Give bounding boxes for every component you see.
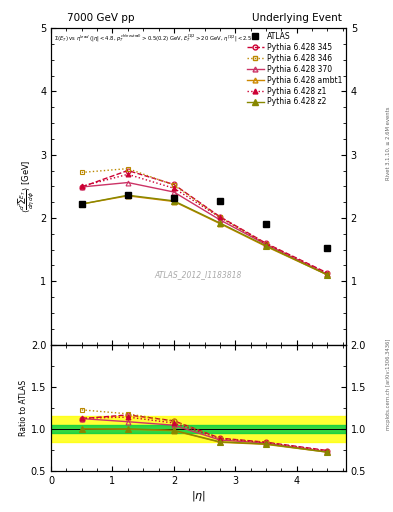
- Legend: ATLAS, Pythia 6.428 345, Pythia 6.428 346, Pythia 6.428 370, Pythia 6.428 ambt1,: ATLAS, Pythia 6.428 345, Pythia 6.428 34…: [245, 30, 343, 108]
- Text: $\Sigma(E_T)$ vs $\eta^{lead}$ ($|\eta| < 4.8$, $p_T^{ch(neutral)} > 0.5(0.2)$ G: $\Sigma(E_T)$ vs $\eta^{lead}$ ($|\eta| …: [54, 33, 252, 45]
- Y-axis label: Ratio to ATLAS: Ratio to ATLAS: [19, 380, 28, 436]
- Text: ATLAS_2012_I1183818: ATLAS_2012_I1183818: [155, 270, 242, 280]
- Y-axis label: $\langle \frac{d^2\!\sum E_T}{d\eta\,d\phi} \rangle$ [GeV]: $\langle \frac{d^2\!\sum E_T}{d\eta\,d\p…: [17, 160, 37, 213]
- Text: mcplots.cern.ch [arXiv:1306.3436]: mcplots.cern.ch [arXiv:1306.3436]: [386, 338, 391, 430]
- Text: Underlying Event: Underlying Event: [252, 13, 342, 23]
- X-axis label: $|\eta|$: $|\eta|$: [191, 488, 206, 503]
- Text: 7000 GeV pp: 7000 GeV pp: [67, 13, 134, 23]
- Text: Rivet 3.1.10, ≥ 2.6M events: Rivet 3.1.10, ≥ 2.6M events: [386, 106, 391, 180]
